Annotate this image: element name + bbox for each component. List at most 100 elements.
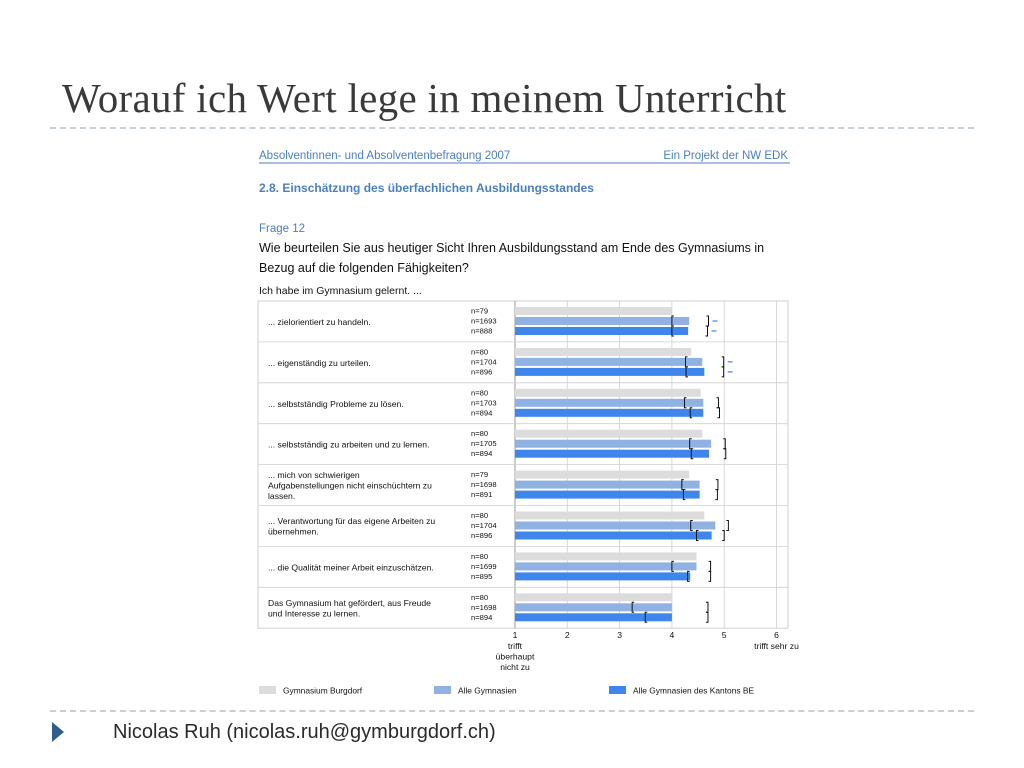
bar-alle [515,357,703,366]
sample-size-label: n=894 [471,613,492,622]
bar-kanton_be [515,449,710,458]
x-axis-low-label: trifft [508,641,523,651]
bar-burgdorf [515,552,697,561]
bar-burgdorf [515,307,672,315]
legend-label: Alle Gymnasien des Kantons BE [633,686,754,696]
bar-alle [515,439,712,448]
ci-bracket-left [685,366,689,378]
ci-bracket-left [690,448,694,460]
item-label: ... selbstständig Probleme zu lösen. [268,399,404,409]
x-tick-label: 3 [617,630,622,640]
sample-size-label: n=1704 [471,357,497,366]
ci-bracket-right [726,520,729,531]
ci-bracket-left [690,520,693,531]
bar-alle [515,521,716,530]
ci-bracket-right [721,366,725,378]
report-survey-title: Absolventinnen- und Absolventenbefragung… [259,150,510,162]
ci-bracket-right [715,489,718,501]
item-label: Aufgabenstellungen nicht einschüchtern z… [268,481,432,491]
bar-kanton_be [515,613,672,622]
ci-bracket-right [717,407,720,419]
ci-bracket-right [722,530,725,541]
title-divider [50,127,974,129]
bar-burgdorf [515,388,701,397]
sample-size-label: n=1693 [471,317,497,326]
question-text-line: Wie beurteilen Sie aus heutiger Sicht Ih… [259,241,764,255]
footer-divider [50,710,974,712]
item-label: ... mich von schwierigen [268,470,360,480]
bar-alle [515,317,690,325]
legend-label: Alle Gymnasien [458,686,517,696]
x-axis-low-label: nicht zu [500,662,530,672]
sample-size-label: n=79 [471,307,488,316]
footer-arrow-icon [52,722,64,742]
bar-burgdorf [515,347,692,356]
ci-bracket-left [687,570,690,582]
sample-size-label: n=894 [471,408,492,417]
ci-bracket-right [705,601,709,613]
bar-kanton_be [515,327,689,335]
question-intro: Ich habe im Gymnasium gelernt. ... [259,285,422,297]
ci-bracket-right [723,448,727,460]
bar-alle [515,603,672,612]
ci-bracket-left [671,325,674,337]
sample-size-label: n=80 [471,552,488,561]
ci-bracket-left [681,479,684,491]
sample-size-label: n=888 [471,327,492,336]
ci-bracket-left [644,611,648,623]
sample-size-label: n=80 [471,429,488,438]
question-number: Frage 12 [259,223,305,235]
report-section-title: 2.8. Einschätzung des überfachlichen Aus… [259,181,594,195]
item-label: ... eigenständig zu urteilen. [268,358,371,368]
sample-size-label: n=896 [471,367,492,376]
bar-kanton_be [515,531,712,540]
item-label: lassen. [268,491,295,501]
ci-bracket-right [721,356,725,368]
bar-burgdorf [515,429,703,438]
sample-size-label: n=80 [471,388,488,397]
footer-author: Nicolas Ruh (nicolas.ruh@gymburgdorf.ch) [113,721,496,743]
sample-size-label: n=80 [471,593,488,602]
ci-bracket-left [689,407,693,419]
sample-size-label: n=1698 [471,480,497,489]
item-label: ... selbstständig zu arbeiten und zu ler… [268,440,429,450]
ci-bracket-left [631,601,635,613]
bar-burgdorf [515,470,690,479]
sample-size-label: n=895 [471,572,492,581]
legend-label: Gymnasium Burgdorf [283,686,363,696]
ci-bracket-right [705,611,709,623]
sample-size-label: n=1698 [471,603,497,612]
sample-size-label: n=891 [471,490,492,499]
item-label: übernehmen. [268,527,319,537]
item-label: Das Gymnasium hat gefördert, aus Freude [268,598,431,608]
bar-kanton_be [515,490,700,499]
item-label: ... die Qualität meiner Arbeit einzuschä… [268,562,434,572]
ci-bracket-left [683,397,687,409]
item-label: und Interesse zu lernen. [268,609,360,619]
ci-bracket-right [705,325,708,337]
sample-size-label: n=1699 [471,562,497,571]
bar-kanton_be [515,572,691,581]
bar-kanton_be [515,408,704,417]
ci-bracket-right [708,570,712,582]
bar-burgdorf [515,511,705,520]
x-tick-label: 1 [513,630,518,640]
bar-kanton_be [515,367,705,376]
sample-size-label: n=894 [471,449,492,458]
ci-bracket-left [671,560,674,572]
x-tick-label: 5 [722,630,727,640]
bar-alle [515,562,697,571]
slide-title: Worauf ich Wert lege in meinem Unterrich… [62,75,787,121]
x-tick-label: 6 [774,630,779,640]
ci-bracket-right [715,479,719,491]
x-tick-label: 2 [565,630,570,640]
bar-alle [515,480,700,489]
x-tick-label: 4 [670,630,675,640]
ci-bracket-left [695,530,699,541]
sample-size-label: n=80 [471,347,488,356]
ci-bracket-right [708,560,712,572]
ci-bracket-left [689,438,692,450]
question-text-line: Bezug auf die folgenden Fähigkeiten? [259,261,469,275]
sample-size-label: n=1705 [471,439,497,448]
